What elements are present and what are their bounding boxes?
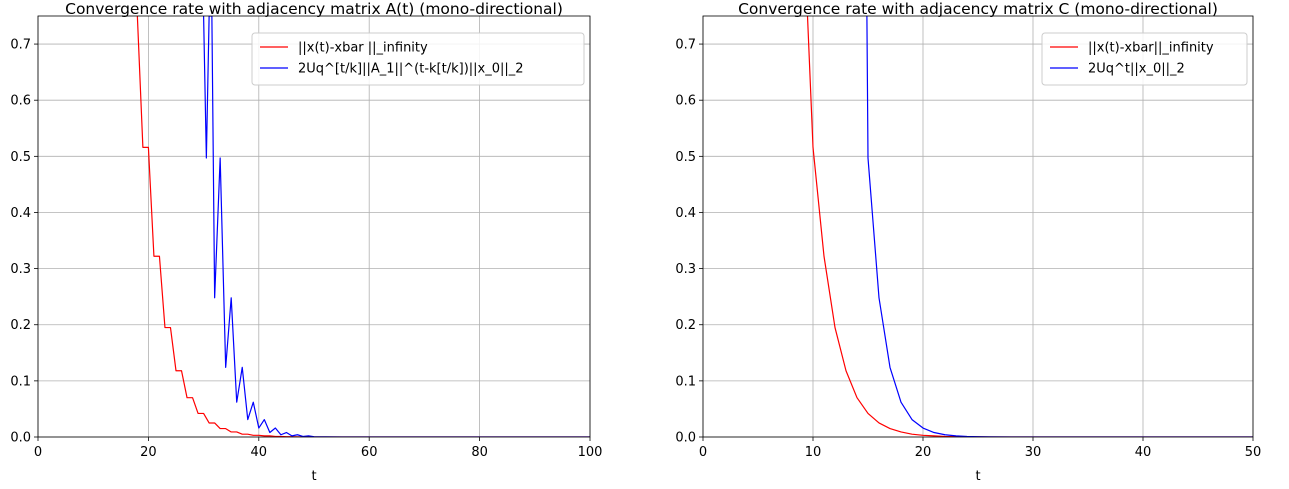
x-tick-label: 0 [34, 445, 42, 460]
y-tick-label: 0.6 [675, 94, 696, 109]
axes-frame [37, 15, 591, 438]
series-line-error [806, 16, 1253, 437]
x-axis-label: t [311, 469, 316, 484]
y-tick-label: 0.4 [10, 206, 31, 221]
legend-box [251, 32, 585, 86]
legend-label: ||x(t)-xbar||_infinity [1088, 41, 1214, 56]
series-line-bound [866, 16, 1253, 437]
x-tick-label: 100 [578, 445, 603, 460]
x-tick-label: 0 [699, 445, 707, 460]
y-tick-label: 0.1 [10, 374, 31, 389]
legend-label: ||x(t)-xbar ||_infinity [298, 41, 428, 56]
y-tick-label: 0.7 [10, 38, 31, 53]
x-tick-label: 30 [1025, 445, 1042, 460]
chart-title: Convergence rate with adjacency matrix C… [738, 0, 1218, 18]
legend-label: 2Uq^[t/k]||A_1||^(t-k[t/k])||x_0||_2 [298, 62, 524, 77]
x-axis-label: t [975, 469, 980, 484]
y-tick-label: 0.7 [675, 38, 696, 53]
x-tick-label: 10 [805, 445, 822, 460]
x-tick-label: 40 [1135, 445, 1152, 460]
y-tick-label: 0.3 [675, 262, 696, 277]
y-tick-label: 0.1 [675, 374, 696, 389]
chart-title: Convergence rate with adjacency matrix A… [65, 0, 563, 18]
x-tick-label: 50 [1245, 445, 1262, 460]
x-tick-label: 20 [915, 445, 932, 460]
x-tick-label: 40 [251, 445, 268, 460]
y-tick-label: 0.5 [675, 150, 696, 165]
legend-label: 2Uq^t||x_0||_2 [1088, 62, 1185, 77]
y-tick-label: 0.5 [10, 150, 31, 165]
legend-box [1041, 32, 1248, 86]
x-tick-label: 80 [471, 445, 488, 460]
y-tick-label: 0.0 [675, 431, 696, 446]
chart-c-panel: 0 10 20 30 40 50 0.0 0.1 0.2 0.3 0.4 0.5 0.6 0.7 Conve… [675, 0, 1261, 484]
y-tick-label: 0.0 [10, 431, 31, 446]
y-tick-label: 0.6 [10, 94, 31, 109]
y-tick-label: 0.2 [10, 318, 31, 333]
y-tick-label: 0.2 [675, 318, 696, 333]
x-tick-label: 60 [361, 445, 378, 460]
y-tick-label: 0.4 [675, 206, 696, 221]
x-tick-label: 20 [140, 445, 157, 460]
y-tick-label: 0.3 [10, 262, 31, 277]
chart-a-t-panel: 0 20 40 60 80 100 0.0 0.1 0.2 0.3 0.4 0.5 0.6 0.7 Conv… [10, 0, 602, 484]
axes-frame [702, 15, 1254, 438]
